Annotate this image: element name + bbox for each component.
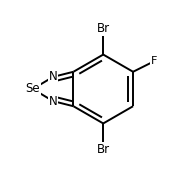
- Text: N: N: [49, 70, 57, 83]
- Text: Br: Br: [97, 22, 110, 35]
- Text: Br: Br: [97, 143, 110, 156]
- Text: N: N: [49, 95, 57, 108]
- Text: Se: Se: [26, 82, 40, 96]
- Text: F: F: [151, 56, 158, 66]
